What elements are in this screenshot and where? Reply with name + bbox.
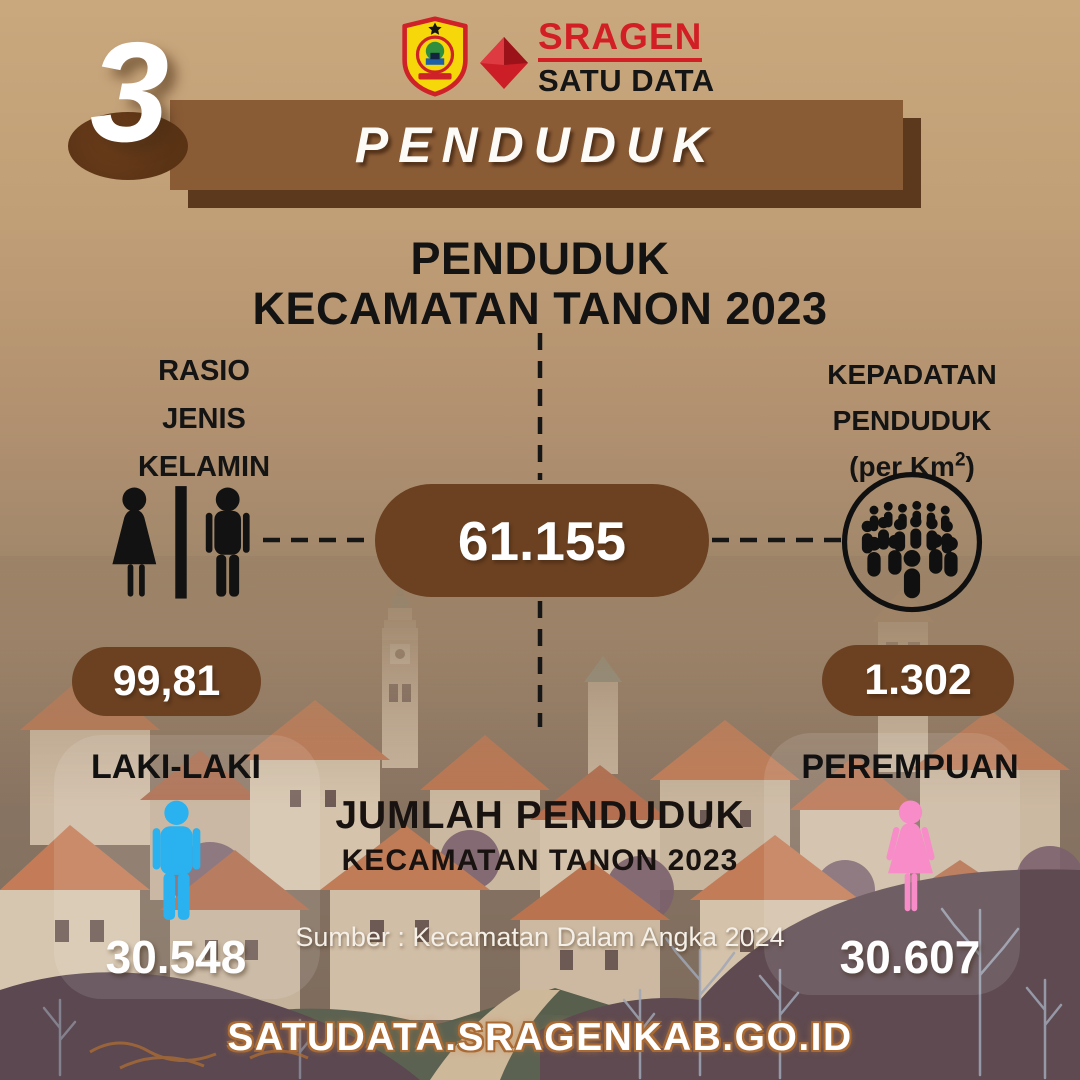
density-label-line1: KEPADATAN (827, 359, 997, 390)
section-title: PENDUDUK (354, 117, 719, 173)
density-label-line2: PENDUDUK (832, 405, 992, 437)
crowd-icon (841, 472, 983, 613)
sex-ratio-label-line2: JENIS (162, 402, 246, 435)
page-title: PENDUDUK KECAMATAN TANON 2023 (0, 234, 1080, 333)
logo-group: SRAGEN SATU DATA (398, 16, 715, 97)
male-female-restroom-icon (112, 486, 250, 599)
road (430, 990, 560, 1080)
logo-text: SRAGEN SATU DATA (538, 18, 715, 96)
sex-ratio-label: RASIO JENIS KELAMIN (85, 348, 323, 492)
bare-trees (42, 907, 1063, 1080)
male-value: 30.548 (105, 931, 247, 983)
section-banner: PENDUDUK (170, 100, 903, 190)
number-ellipse (68, 112, 188, 180)
foreground-left (0, 972, 420, 1080)
logo-satu-data: SATU DATA (538, 62, 715, 98)
footer-url: SATUDATA.SRAGENKAB.GO.ID (227, 1016, 853, 1059)
female-person-icon (886, 800, 935, 912)
section-number: 3 (90, 13, 169, 172)
total-population-value: 61.155 (457, 509, 627, 572)
total-population-pill: 61.155 (375, 484, 709, 597)
density-value: 1.302 (864, 656, 972, 704)
sex-ratio-value-pill: 99,81 (72, 647, 261, 716)
summary-source: Sumber : Kecamatan Dalam Angka 2024 (295, 922, 785, 952)
foreground-right (540, 869, 1080, 1080)
density-label: KEPADATAN PENDUDUK (per Km2) (790, 352, 1034, 491)
female-label: PEREMPUAN (801, 748, 1019, 786)
summary-title: JUMLAH PENDUDUK (335, 794, 745, 837)
female-value: 30.607 (839, 931, 981, 983)
page-title-line1: PENDUDUK (410, 233, 670, 284)
page-title-line2: KECAMATAN TANON 2023 (252, 282, 828, 334)
male-person-icon (152, 800, 201, 920)
logo-sragen: SRAGEN (538, 18, 703, 62)
summary-subtitle: KECAMATAN TANON 2023 (341, 844, 739, 877)
scribbles (89, 1041, 309, 1070)
density-value-pill: 1.302 (822, 645, 1014, 716)
red-diamond-icon (480, 36, 528, 89)
sragen-crest-icon (402, 16, 468, 97)
sex-ratio-label-line1: RASIO (158, 355, 250, 387)
sex-ratio-value: 99,81 (112, 657, 221, 705)
sex-ratio-label-line3: KELAMIN (137, 450, 271, 483)
male-label: LAKI-LAKI (91, 748, 261, 786)
